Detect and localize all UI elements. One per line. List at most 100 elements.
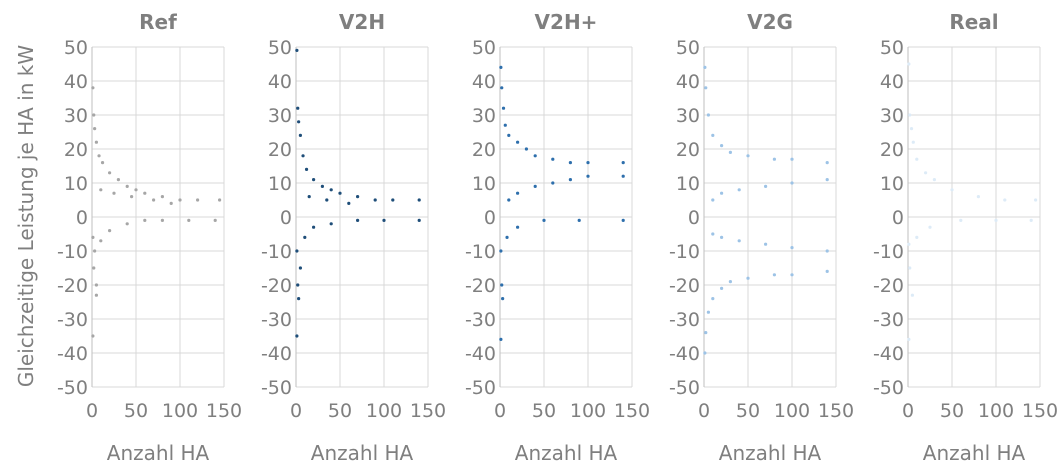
y-axis-title: Gleichzeitige Leistung je HA in kW (14, 45, 38, 387)
y-tick-label: -40 (465, 343, 496, 365)
panel-v2h: V2H+ -50 -40 -30 -20 -10 0 10 20 30 40 50 0 50 100 150 A… (465, 10, 650, 465)
scatter-series-v2h (499, 65, 625, 341)
data-point (516, 140, 520, 144)
data-point (94, 283, 98, 287)
data-point (329, 188, 333, 192)
y-tick-label: -50 (261, 377, 292, 399)
data-point (621, 161, 625, 165)
data-point (711, 198, 715, 202)
x-tick-label: 0 (290, 400, 302, 422)
data-point (507, 133, 511, 137)
data-point (711, 297, 715, 301)
data-point (910, 293, 915, 297)
data-point (499, 337, 503, 341)
y-tick-label: -50 (465, 377, 496, 399)
data-point (928, 225, 932, 229)
data-point (178, 198, 182, 202)
data-point (825, 269, 829, 273)
data-point (91, 86, 95, 90)
data-point (108, 171, 112, 175)
data-point (720, 235, 724, 239)
x-tick-label: 150 (206, 400, 242, 422)
y-tick-label: -10 (261, 241, 292, 263)
data-point (99, 188, 103, 192)
data-point (909, 127, 914, 131)
data-point (720, 144, 724, 148)
data-point (92, 113, 96, 117)
data-point (1029, 218, 1033, 222)
y-tick-label: 50 (880, 37, 904, 59)
data-point (746, 276, 750, 280)
y-tick-label: -20 (669, 275, 700, 297)
data-point (307, 195, 311, 199)
y-tick-label: 30 (472, 105, 496, 127)
panel-v2g: V2G -50 -40 -30 -20 -10 0 10 20 30 40 50 0 50 100 150 An… (669, 10, 854, 465)
data-point (746, 154, 750, 158)
panel-title-ref: Ref (139, 10, 177, 34)
data-point (91, 334, 95, 338)
data-point (621, 174, 625, 178)
data-point (586, 161, 590, 165)
y-tick-label: 20 (268, 139, 292, 161)
data-point (298, 266, 302, 270)
y-tick-label: 30 (880, 105, 904, 127)
y-tick-label: 50 (64, 37, 88, 59)
data-point (568, 161, 573, 165)
data-point (125, 222, 129, 226)
y-tick-label: 50 (676, 37, 700, 59)
data-point (950, 188, 954, 192)
data-point (213, 218, 217, 222)
data-point (93, 249, 97, 253)
data-point (382, 218, 386, 222)
x-tick-label: 150 (614, 400, 650, 422)
panel-title-v2h: V2H (339, 10, 385, 34)
data-point (728, 280, 733, 284)
data-point (825, 178, 829, 182)
data-point (737, 188, 741, 192)
data-point (959, 218, 963, 222)
y-tick-label: -40 (57, 343, 88, 365)
x-tick-label: 0 (86, 400, 98, 422)
data-point (298, 133, 302, 137)
y-tick-label: -20 (873, 275, 904, 297)
data-point (296, 106, 300, 110)
y-tick-label: 20 (676, 139, 700, 161)
x-tick-label: 150 (818, 400, 854, 422)
y-tick-label: 40 (880, 71, 904, 93)
scatter-series-ref (91, 86, 222, 338)
data-point (720, 286, 724, 290)
y-tick-label: -40 (669, 343, 700, 365)
data-point (533, 154, 537, 158)
y-tick-label: -50 (57, 377, 88, 399)
data-point (100, 161, 105, 165)
panel-ref: Ref -50 -40 -30 -20 -10 0 10 20 30 40 50 0 50 100 150 An… (57, 10, 242, 465)
x-axis-title-ref: Anzahl HA (107, 441, 210, 465)
x-tick-label: 50 (124, 400, 148, 422)
scatter-series-v2g (703, 65, 829, 355)
data-point (720, 191, 724, 195)
data-point (704, 86, 708, 90)
data-point (93, 127, 97, 131)
data-point (728, 150, 733, 154)
data-point (501, 297, 505, 301)
data-point (976, 195, 981, 199)
data-point (501, 106, 506, 110)
data-point (516, 225, 520, 229)
x-tick-label: 150 (410, 400, 446, 422)
y-tick-label: -30 (57, 309, 88, 331)
scatter-series-v2h (295, 48, 421, 338)
data-point (516, 191, 520, 195)
data-point (108, 229, 112, 233)
y-tick-label: 10 (472, 173, 496, 195)
data-point (347, 201, 351, 205)
y-tick-label: -20 (57, 275, 88, 297)
y-tick-label: -10 (465, 241, 496, 263)
data-point (915, 157, 919, 161)
data-point (706, 113, 711, 117)
y-tick-label: 10 (880, 173, 904, 195)
data-point (932, 178, 937, 182)
data-point (296, 283, 300, 287)
data-point (790, 181, 794, 185)
data-point (542, 218, 546, 222)
